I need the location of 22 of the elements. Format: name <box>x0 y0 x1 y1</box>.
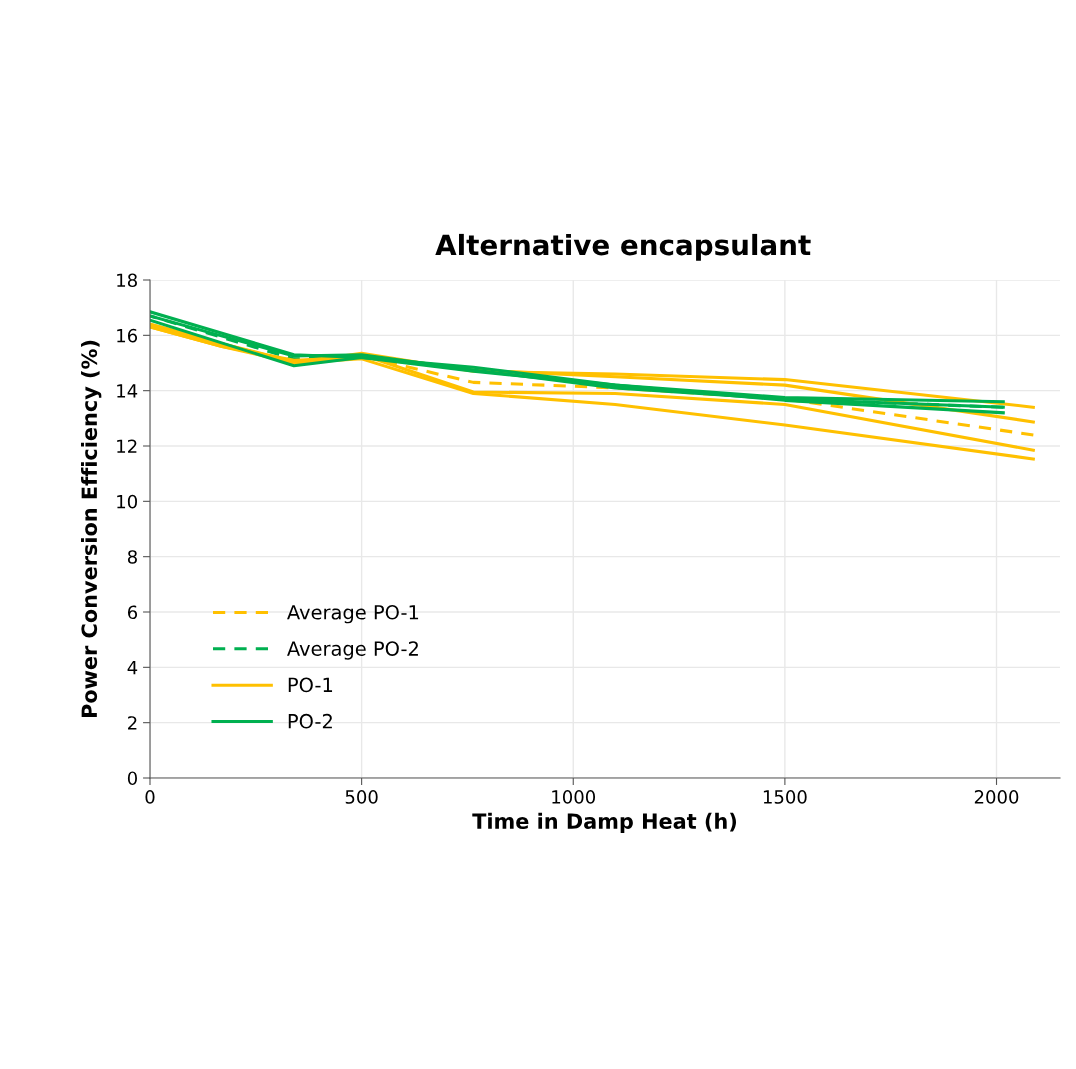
x-tick-label: 2000 <box>974 790 1019 804</box>
x-axis-title: Time in Damp Heat (h) <box>472 812 737 833</box>
legend-label: Average PO-2 <box>287 641 418 660</box>
y-tick-label: 12 <box>117 439 137 453</box>
y-tick-label: 0 <box>127 771 137 786</box>
y-tick-label: 6 <box>127 605 138 620</box>
legend-label: Average PO-1 <box>287 604 419 624</box>
legend-label: PO-1 <box>288 677 333 693</box>
y-tick-label: 16 <box>117 328 138 343</box>
chart-title: Alternative encapsulant <box>435 233 811 261</box>
x-tick-label: 0 <box>145 790 155 804</box>
y-tick-label: 4 <box>127 661 138 675</box>
y-axis-title: Power Conversion Efficiency (%) <box>81 340 102 718</box>
y-tick-label: 2 <box>128 716 137 730</box>
x-tick-label: 1000 <box>552 790 596 804</box>
y-tick-label: 14 <box>117 384 138 398</box>
y-tick-label: 18 <box>117 273 137 288</box>
legend-label: PO-2 <box>288 713 332 729</box>
y-tick-label: 8 <box>127 550 137 564</box>
x-tick-label: 500 <box>345 790 378 804</box>
x-tick-label: 1500 <box>763 790 807 804</box>
y-tick-label: 10 <box>117 494 137 509</box>
